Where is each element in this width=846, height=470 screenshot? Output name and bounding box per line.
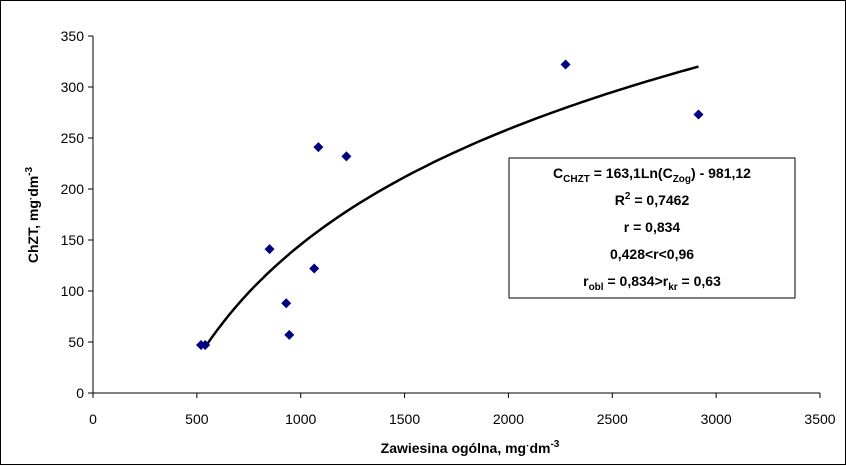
x-tick-label: 3500 (804, 411, 835, 427)
data-point-marker (284, 329, 295, 340)
y-tick-label: 250 (61, 130, 85, 146)
x-tick-label: 500 (185, 411, 209, 427)
y-ticks: 0 50 100 150 200 250 300 350 (61, 28, 93, 401)
equation-line: CCHZT = 163,1Ln(CZog) - 981,12 (553, 165, 751, 185)
y-tick-label: 50 (68, 334, 84, 350)
r-comparison-line: robl = 0,834>rkr = 0,63 (583, 273, 721, 293)
x-tick-label: 2000 (493, 411, 524, 427)
y-tick-label: 350 (61, 28, 85, 44)
x-ticks: 0 500 1000 1500 2000 2500 3000 3500 (89, 393, 836, 427)
y-tick-label: 100 (61, 283, 85, 299)
data-point-marker (341, 151, 352, 162)
y-tick-label: 150 (61, 232, 85, 248)
y-tick-label: 300 (61, 79, 85, 95)
x-tick-label: 3000 (701, 411, 732, 427)
x-tick-label: 2500 (597, 411, 628, 427)
r-squared-line: R2 = 0,7462 (615, 191, 690, 208)
data-point-marker (313, 142, 324, 153)
data-point-marker (309, 263, 320, 274)
y-tick-label: 0 (76, 385, 84, 401)
annotation-box (508, 157, 796, 299)
data-point-marker (560, 59, 571, 70)
data-point-marker (693, 109, 704, 120)
x-axis-title: Zawiesina ogólna, mg·dm-3 (381, 439, 560, 456)
x-tick-label: 0 (89, 411, 97, 427)
regression-annotation: CCHZT = 163,1Ln(CZog) - 981,12 R2 = 0,74… (508, 157, 796, 299)
data-point-marker (281, 298, 292, 309)
y-axis-title: ChZT, mg·dm-3 (24, 166, 41, 263)
data-points (196, 59, 704, 351)
data-point-marker (264, 244, 275, 255)
r-range-line: 0,428<r<0,96 (610, 246, 694, 262)
plot-area: 0 50 100 150 200 250 300 350 0 500 1000 1500 2000 25… (61, 28, 836, 427)
x-tick-label: 1000 (285, 411, 316, 427)
r-line: r = 0,834 (624, 219, 681, 235)
data-point-marker (200, 340, 211, 351)
x-tick-label: 1500 (389, 411, 420, 427)
y-tick-label: 200 (61, 181, 85, 197)
trendline (204, 65, 699, 348)
